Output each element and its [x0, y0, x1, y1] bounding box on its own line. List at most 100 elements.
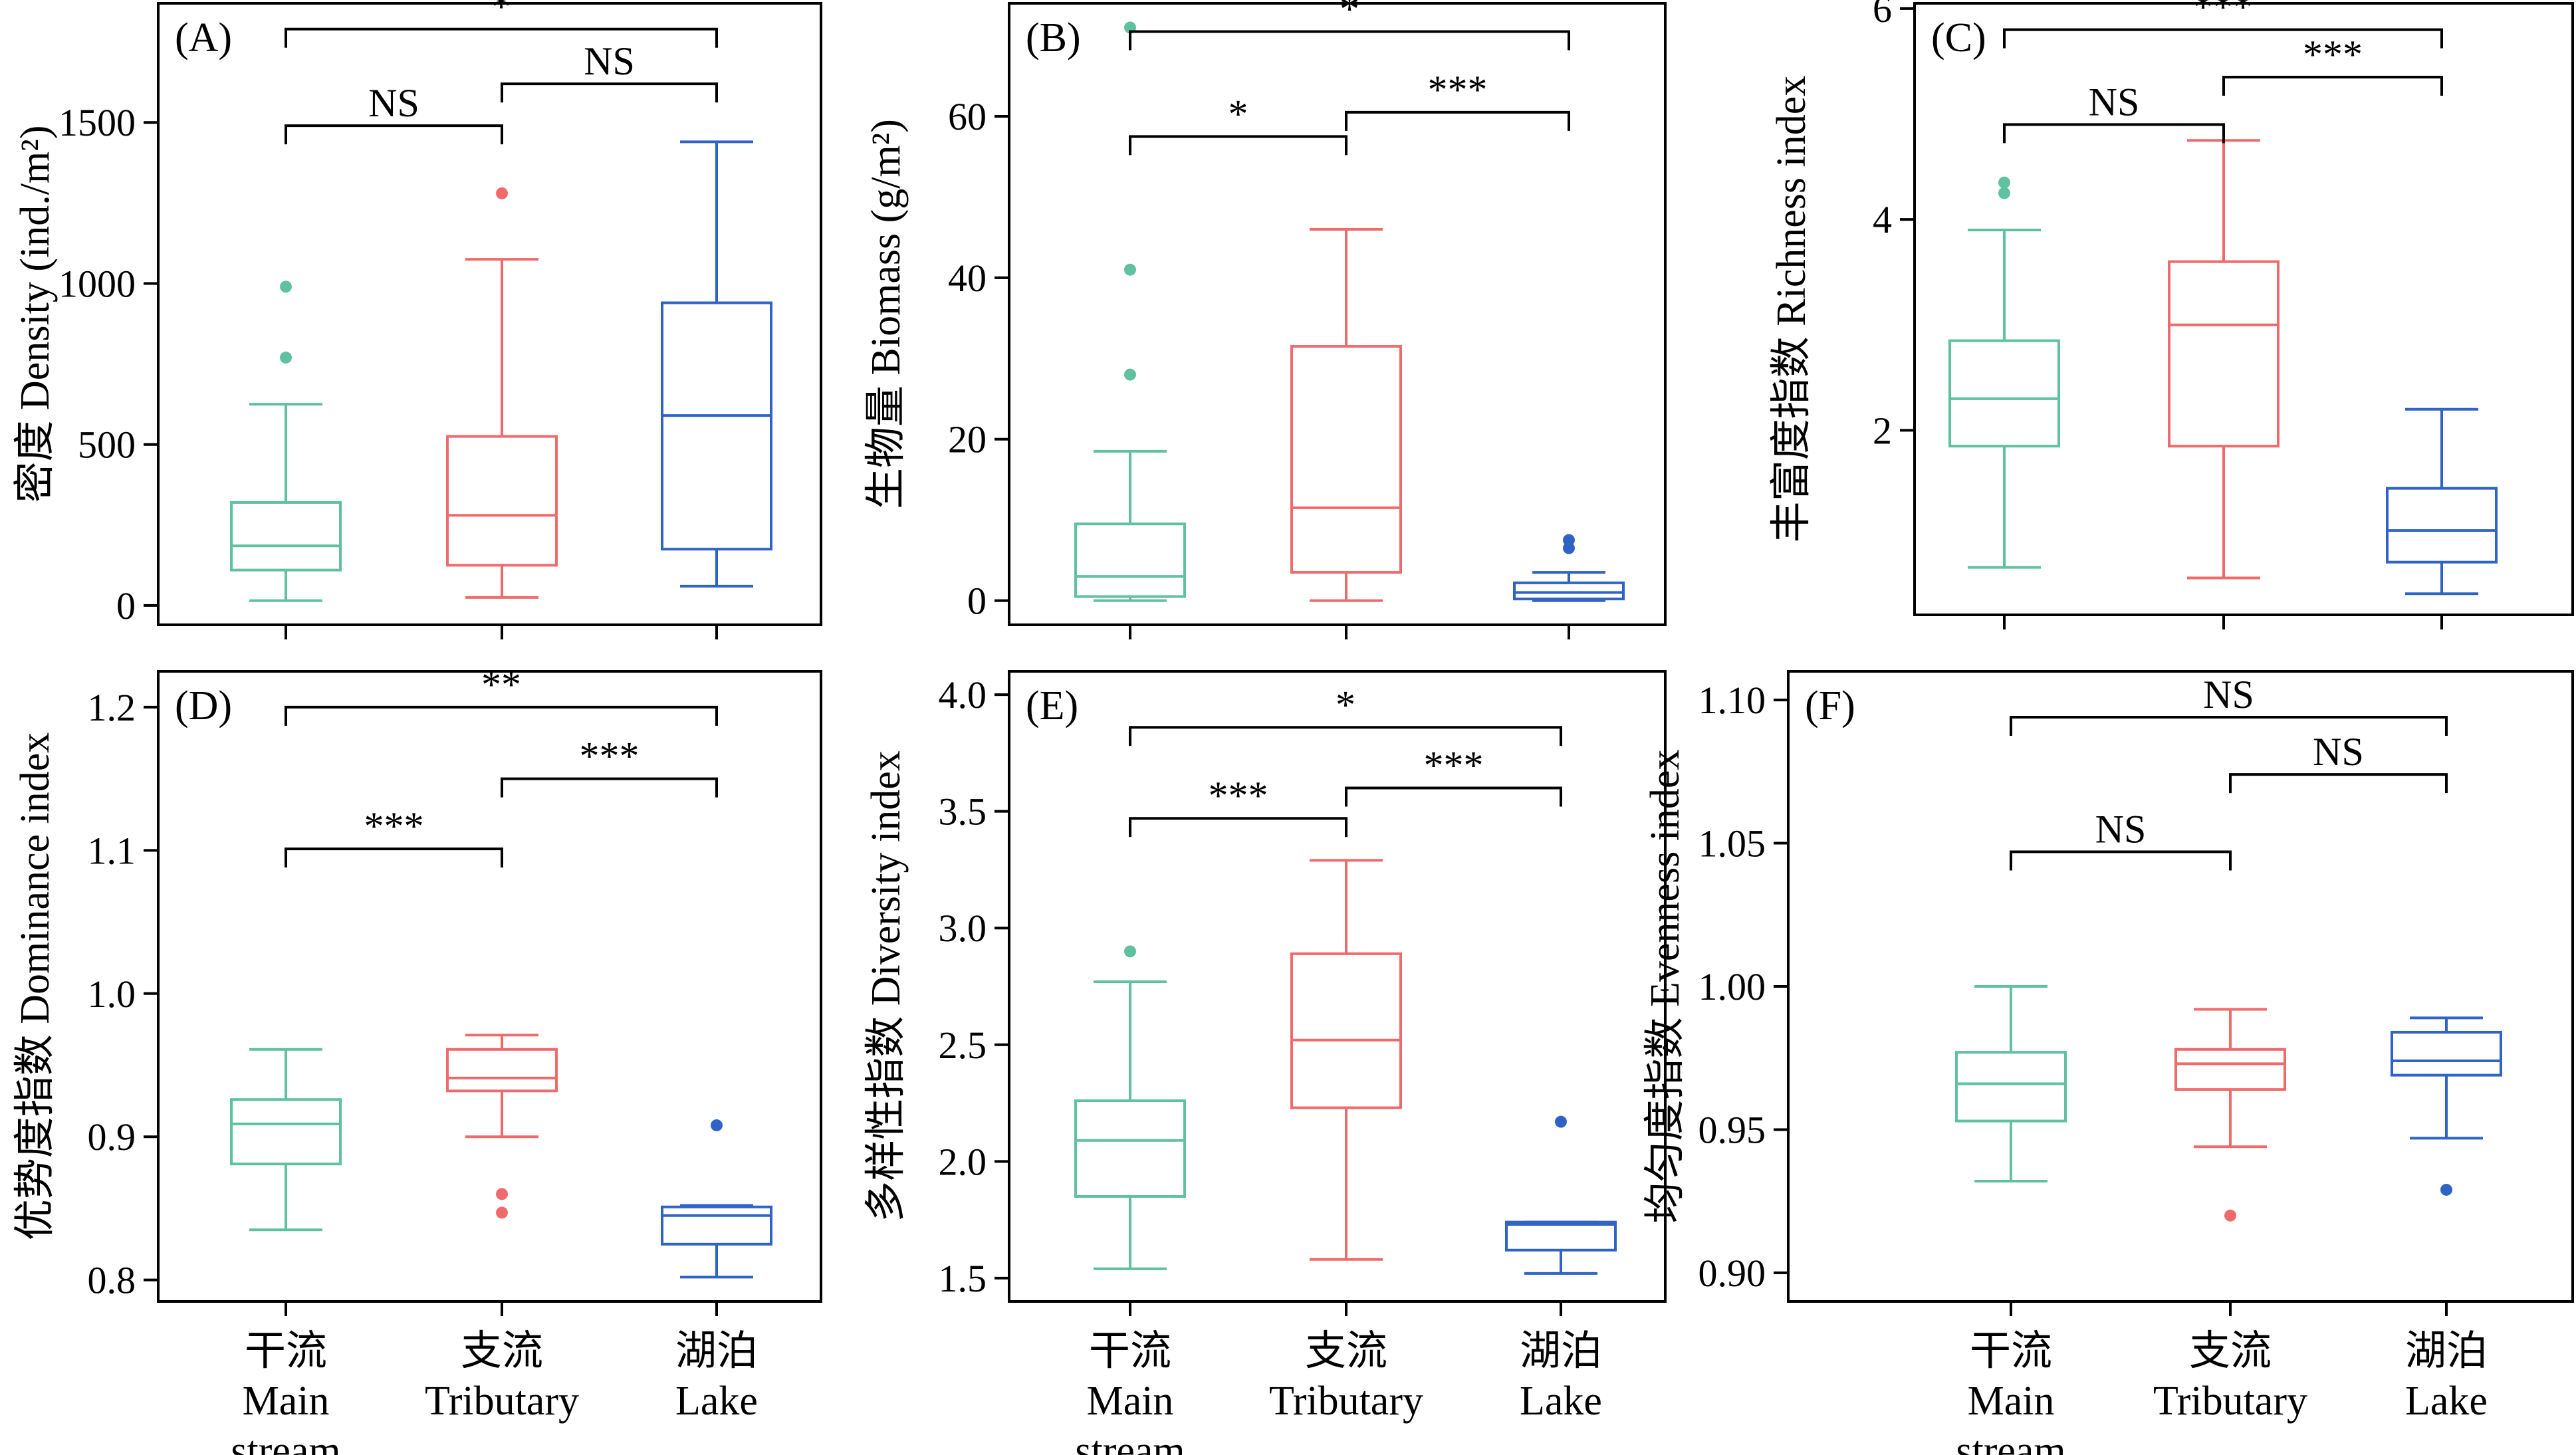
y-tick-label: 500 — [78, 423, 136, 467]
box-lake — [2391, 1016, 2502, 1196]
x-category-en: Tributary — [1269, 1379, 1423, 1424]
significance-label: *** — [364, 804, 424, 848]
significance-bracket — [285, 124, 503, 145]
significance-bracket — [1129, 817, 1347, 838]
significance-label: ** — [481, 663, 521, 707]
iqr-box — [230, 1098, 342, 1166]
significance-bracket — [1129, 726, 1562, 746]
box-tributary — [1290, 228, 1402, 602]
y-tick-label: 6 — [1873, 0, 1892, 31]
iqr-box — [1513, 581, 1625, 601]
x-category-zh: 湖泊 — [675, 1329, 758, 1374]
box-main — [1948, 176, 2060, 569]
y-axis-label: 生物量 Biomass (g/m²) — [864, 119, 909, 509]
y-tick-label: 4.0 — [939, 673, 987, 717]
significance-label: NS — [2089, 80, 2140, 124]
significance-label: NS — [2095, 807, 2147, 851]
bracket-line — [285, 847, 503, 868]
bracket-line — [2010, 850, 2232, 871]
significance-label: *** — [2193, 0, 2253, 29]
outlier-point — [496, 187, 508, 199]
y-axis-label: 多样性指数 Diversity index — [864, 750, 909, 1222]
bracket-line — [1129, 726, 1562, 746]
bracket-line — [1345, 110, 1570, 131]
outlier-point — [2440, 1183, 2452, 1196]
box-lake — [661, 1119, 772, 1279]
significance-label: * — [1336, 683, 1355, 727]
panel-c: (C) 2 4 6 丰富度指数 Richness index *** NS *** — [1769, 0, 2574, 629]
box-main — [230, 280, 342, 602]
box-main — [1074, 945, 1186, 1270]
outlier-point — [1563, 534, 1575, 546]
y-tick-label: 0.9 — [88, 1115, 136, 1159]
x-category-en: Main — [243, 1379, 330, 1424]
outlier-point — [1124, 368, 1136, 381]
iqr-box — [2386, 487, 2498, 564]
significance-bracket — [501, 82, 718, 103]
iqr-box — [1955, 1051, 2067, 1123]
bracket-line — [1345, 786, 1562, 807]
iqr-box — [661, 301, 772, 551]
significance-label: * — [491, 0, 511, 29]
bracket-line — [1129, 135, 1347, 156]
y-tick-label: 0.95 — [1698, 1108, 1766, 1151]
y-tick-label: 1.10 — [1698, 679, 1766, 722]
x-category-en-2: stream — [1956, 1428, 2065, 1455]
iqr-box — [1074, 1099, 1186, 1198]
y-tick-label: 2.5 — [939, 1024, 987, 1067]
x-category-zh: 支流 — [461, 1329, 543, 1374]
x-category-en-2: stream — [231, 1428, 340, 1455]
x-category-zh: 支流 — [2189, 1329, 2272, 1374]
y-tick-label: 1500 — [59, 101, 136, 144]
y-tick-label: 40 — [948, 257, 987, 300]
y-tick-label: 1.1 — [88, 829, 136, 872]
bracket-line — [285, 124, 503, 145]
x-category-en: Tributary — [425, 1379, 579, 1424]
y-axis-label: 丰富度指数 Richness index — [1769, 76, 1814, 543]
significance-bracket — [1129, 30, 1570, 51]
y-tick-label: 0 — [116, 584, 136, 627]
y-tick-label: 60 — [948, 95, 987, 138]
plot-frame — [1913, 2, 2574, 616]
significance-bracket — [285, 27, 718, 48]
y-tick-label: 1.5 — [939, 1257, 987, 1300]
x-category-zh: 干流 — [1970, 1329, 2052, 1374]
significance-bracket — [2229, 773, 2448, 794]
x-category-en: Lake — [2405, 1379, 2488, 1424]
plot-frame — [1787, 670, 2574, 1303]
y-tick-label: 3.5 — [939, 790, 987, 834]
y-tick-label: 0.8 — [88, 1259, 136, 1302]
outlier-point — [280, 351, 292, 364]
y-tick-label: 20 — [948, 418, 987, 461]
box-lake — [1513, 534, 1625, 602]
x-category-en: Main — [1968, 1379, 2055, 1424]
box-main — [230, 1048, 342, 1232]
plot-frame — [1008, 2, 1667, 626]
box-tributary — [2168, 139, 2280, 580]
outlier-point — [280, 280, 292, 293]
outlier-point — [2224, 1209, 2236, 1222]
y-tick-label: 0.90 — [1698, 1252, 1766, 1295]
x-category-en: Lake — [1520, 1379, 1602, 1424]
significance-label: NS — [2313, 730, 2364, 774]
panel-label: (D) — [175, 683, 232, 728]
significance-label: NS — [2203, 673, 2254, 717]
significance-label: *** — [1424, 744, 1484, 788]
x-category-en: Main — [1087, 1379, 1174, 1424]
bracket-line — [501, 777, 718, 798]
y-axis-label: 均匀度指数 Evenness index — [1643, 750, 1688, 1224]
box-lake — [1505, 1115, 1617, 1275]
bracket-line — [2010, 715, 2448, 736]
panel-label: (C) — [1931, 15, 1986, 60]
bracket-line — [501, 82, 718, 103]
x-category-en: Tributary — [2153, 1379, 2307, 1424]
iqr-box — [2174, 1048, 2286, 1091]
y-tick-label: 2 — [1873, 409, 1892, 452]
panel-label: (F) — [1805, 683, 1855, 728]
bracket-line — [2003, 123, 2225, 144]
outlier-point — [1998, 176, 2010, 189]
iqr-box — [1505, 1220, 1617, 1252]
